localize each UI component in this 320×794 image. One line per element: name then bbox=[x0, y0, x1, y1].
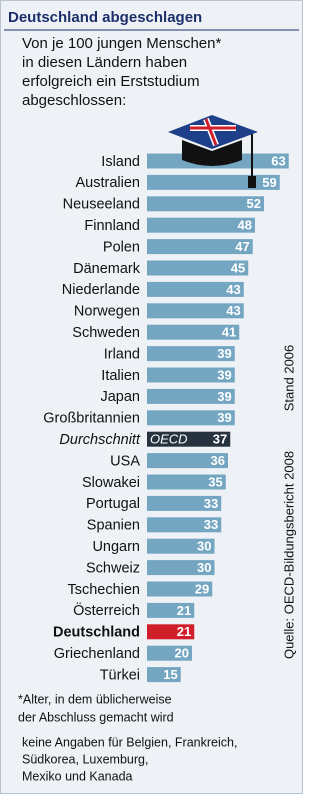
date: Stand 2006 bbox=[281, 345, 296, 412]
category-label: Österreich bbox=[73, 601, 140, 619]
category-label: Schweden bbox=[72, 325, 140, 341]
category-label: Schweiz bbox=[86, 560, 140, 576]
subtitle: abgeschlossen: bbox=[22, 92, 126, 109]
category-label: Dänemark bbox=[73, 261, 141, 277]
category-label: Tschechien bbox=[67, 582, 140, 598]
category-label: Portugal bbox=[86, 496, 140, 512]
value-label: 36 bbox=[211, 453, 225, 468]
value-label: 39 bbox=[217, 367, 231, 382]
value-label: 33 bbox=[204, 496, 218, 511]
category-label: Australien bbox=[76, 175, 140, 191]
value-label: 48 bbox=[238, 218, 252, 233]
category-label: Ungarn bbox=[92, 539, 140, 555]
note: Südkorea, Luxemburg, bbox=[22, 752, 148, 766]
category-label: Neuseeland bbox=[63, 197, 140, 213]
value-label: 41 bbox=[222, 325, 236, 340]
footnote: *Alter, in dem üblicherweise bbox=[18, 692, 172, 706]
category-label: Norwegen bbox=[74, 304, 140, 320]
category-label: Griechenland bbox=[54, 646, 140, 662]
value-label: 52 bbox=[247, 196, 261, 211]
value-label: 45 bbox=[231, 260, 245, 275]
value-label: 59 bbox=[262, 175, 276, 190]
category-label: Türkei bbox=[100, 667, 140, 683]
value-label: 39 bbox=[217, 346, 231, 361]
value-label: 33 bbox=[204, 517, 218, 532]
bar bbox=[147, 175, 280, 190]
category-label: Slowakei bbox=[82, 475, 140, 491]
subtitle: in diesen Ländern haben bbox=[22, 54, 187, 71]
category-label: Polen bbox=[103, 239, 140, 255]
bar-annotation: OECD bbox=[150, 432, 188, 447]
subtitle: Von je 100 jungen Menschen* bbox=[22, 35, 221, 52]
footnote: der Abschluss gemacht wird bbox=[18, 710, 174, 724]
value-label: 21 bbox=[177, 603, 191, 618]
value-label: 20 bbox=[175, 646, 189, 661]
note: Mexiko und Kanada bbox=[22, 769, 133, 783]
value-label: 30 bbox=[197, 560, 211, 575]
value-label: 35 bbox=[208, 474, 222, 489]
value-label: 43 bbox=[226, 282, 240, 297]
value-label: 39 bbox=[217, 389, 231, 404]
value-label: 47 bbox=[235, 239, 249, 254]
value-label: 63 bbox=[271, 153, 285, 168]
value-label: 39 bbox=[217, 410, 231, 425]
source: Quelle: OECD-Bildungsbericht 2008 bbox=[281, 451, 296, 659]
chart: Deutschland abgeschlagen Von je 100 jung… bbox=[0, 0, 303, 794]
category-label: Island bbox=[101, 154, 140, 170]
category-label: USA bbox=[110, 453, 140, 469]
category-label: Niederlande bbox=[62, 282, 140, 298]
value-label: 30 bbox=[197, 539, 211, 554]
value-label: 21 bbox=[177, 624, 191, 639]
value-label: 29 bbox=[195, 581, 209, 596]
subtitle: erfolgreich ein Erststudium bbox=[22, 73, 200, 90]
value-label: 37 bbox=[213, 432, 227, 447]
category-label: Finnland bbox=[84, 218, 140, 234]
value-label: 15 bbox=[163, 667, 177, 682]
note: keine Angaben für Belgien, Frankreich, bbox=[22, 735, 237, 749]
category-label: Durchschnitt bbox=[59, 432, 141, 448]
category-label: Spanien bbox=[87, 518, 140, 534]
category-label: Japan bbox=[100, 389, 140, 405]
category-label: Großbritannien bbox=[43, 411, 140, 427]
chart-title: Deutschland abgeschlagen bbox=[8, 9, 202, 26]
category-label: Italien bbox=[101, 368, 140, 384]
category-label: Irland bbox=[104, 346, 140, 362]
category-label: Deutschland bbox=[53, 625, 140, 641]
value-label: 43 bbox=[226, 303, 240, 318]
